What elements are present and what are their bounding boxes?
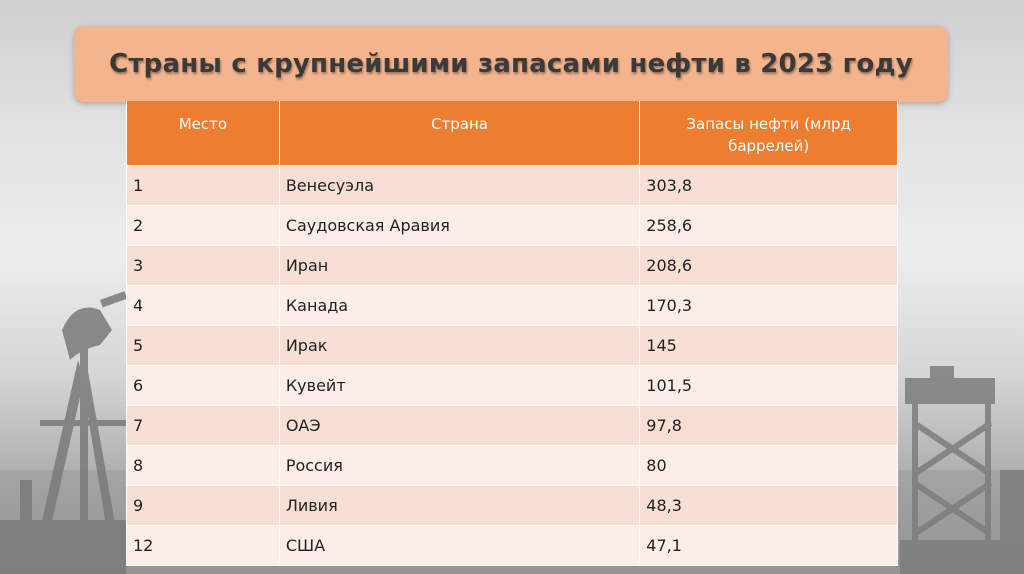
- table-row: 1 Венесуэла 303,8: [126, 164, 898, 206]
- reserves-cell: 170,3: [639, 284, 898, 326]
- country-cell: Канада: [278, 284, 641, 326]
- reserves-cell: 80: [639, 444, 898, 486]
- country-cell: Венесуэла: [278, 164, 641, 206]
- country-cell: Саудовская Аравия: [278, 204, 641, 246]
- reserves-cell: 97,8: [639, 404, 898, 446]
- country-cell: Россия: [278, 444, 641, 486]
- column-header-reserves: Запасы нефти (млрд баррелей): [639, 101, 898, 165]
- column-header-rank: Место: [126, 101, 280, 165]
- table-row: 3 Иран 208,6: [126, 244, 898, 286]
- table-row: 9 Ливия 48,3: [126, 484, 898, 526]
- table-row: 4 Канада 170,3: [126, 284, 898, 326]
- table-row: 8 Россия 80: [126, 444, 898, 486]
- rank-cell: 12: [126, 524, 280, 566]
- page-title: Страны с крупнейшими запасами нефти в 20…: [109, 49, 913, 79]
- reserves-cell: 145: [639, 324, 898, 366]
- reserves-cell: 258,6: [639, 204, 898, 246]
- reserves-cell: 101,5: [639, 364, 898, 406]
- pumpjack-left-icon: [0, 291, 128, 574]
- table-row: 2 Саудовская Аравия 258,6: [126, 204, 898, 246]
- reserves-cell: 303,8: [639, 164, 898, 206]
- country-cell: Ливия: [278, 484, 641, 526]
- rank-cell: 4: [126, 284, 280, 326]
- reserves-cell: 48,3: [639, 484, 898, 526]
- rank-cell: 1: [126, 164, 280, 206]
- country-cell: Ирак: [278, 324, 641, 366]
- rank-cell: 7: [126, 404, 280, 446]
- column-header-country: Страна: [278, 101, 641, 165]
- rank-cell: 9: [126, 484, 280, 526]
- rank-cell: 2: [126, 204, 280, 246]
- country-cell: ОАЭ: [278, 404, 641, 446]
- rank-cell: 3: [126, 244, 280, 286]
- table-row: 5 Ирак 145: [126, 324, 898, 366]
- derrick-right-icon: [900, 366, 1024, 574]
- reserves-cell: 47,1: [639, 524, 898, 566]
- country-cell: Иран: [278, 244, 641, 286]
- rank-cell: 5: [126, 324, 280, 366]
- rank-cell: 8: [126, 444, 280, 486]
- title-banner: Страны с крупнейшими запасами нефти в 20…: [74, 26, 948, 102]
- country-cell: Кувейт: [278, 364, 641, 406]
- table-row: 7 ОАЭ 97,8: [126, 404, 898, 446]
- table-row: 6 Кувейт 101,5: [126, 364, 898, 406]
- oil-reserves-table: Место Страна Запасы нефти (млрд баррелей…: [126, 101, 898, 566]
- table-row: 12 США 47,1: [126, 524, 898, 566]
- reserves-cell: 208,6: [639, 244, 898, 286]
- table-header-row: Место Страна Запасы нефти (млрд баррелей…: [126, 101, 898, 165]
- country-cell: США: [278, 524, 641, 566]
- rank-cell: 6: [126, 364, 280, 406]
